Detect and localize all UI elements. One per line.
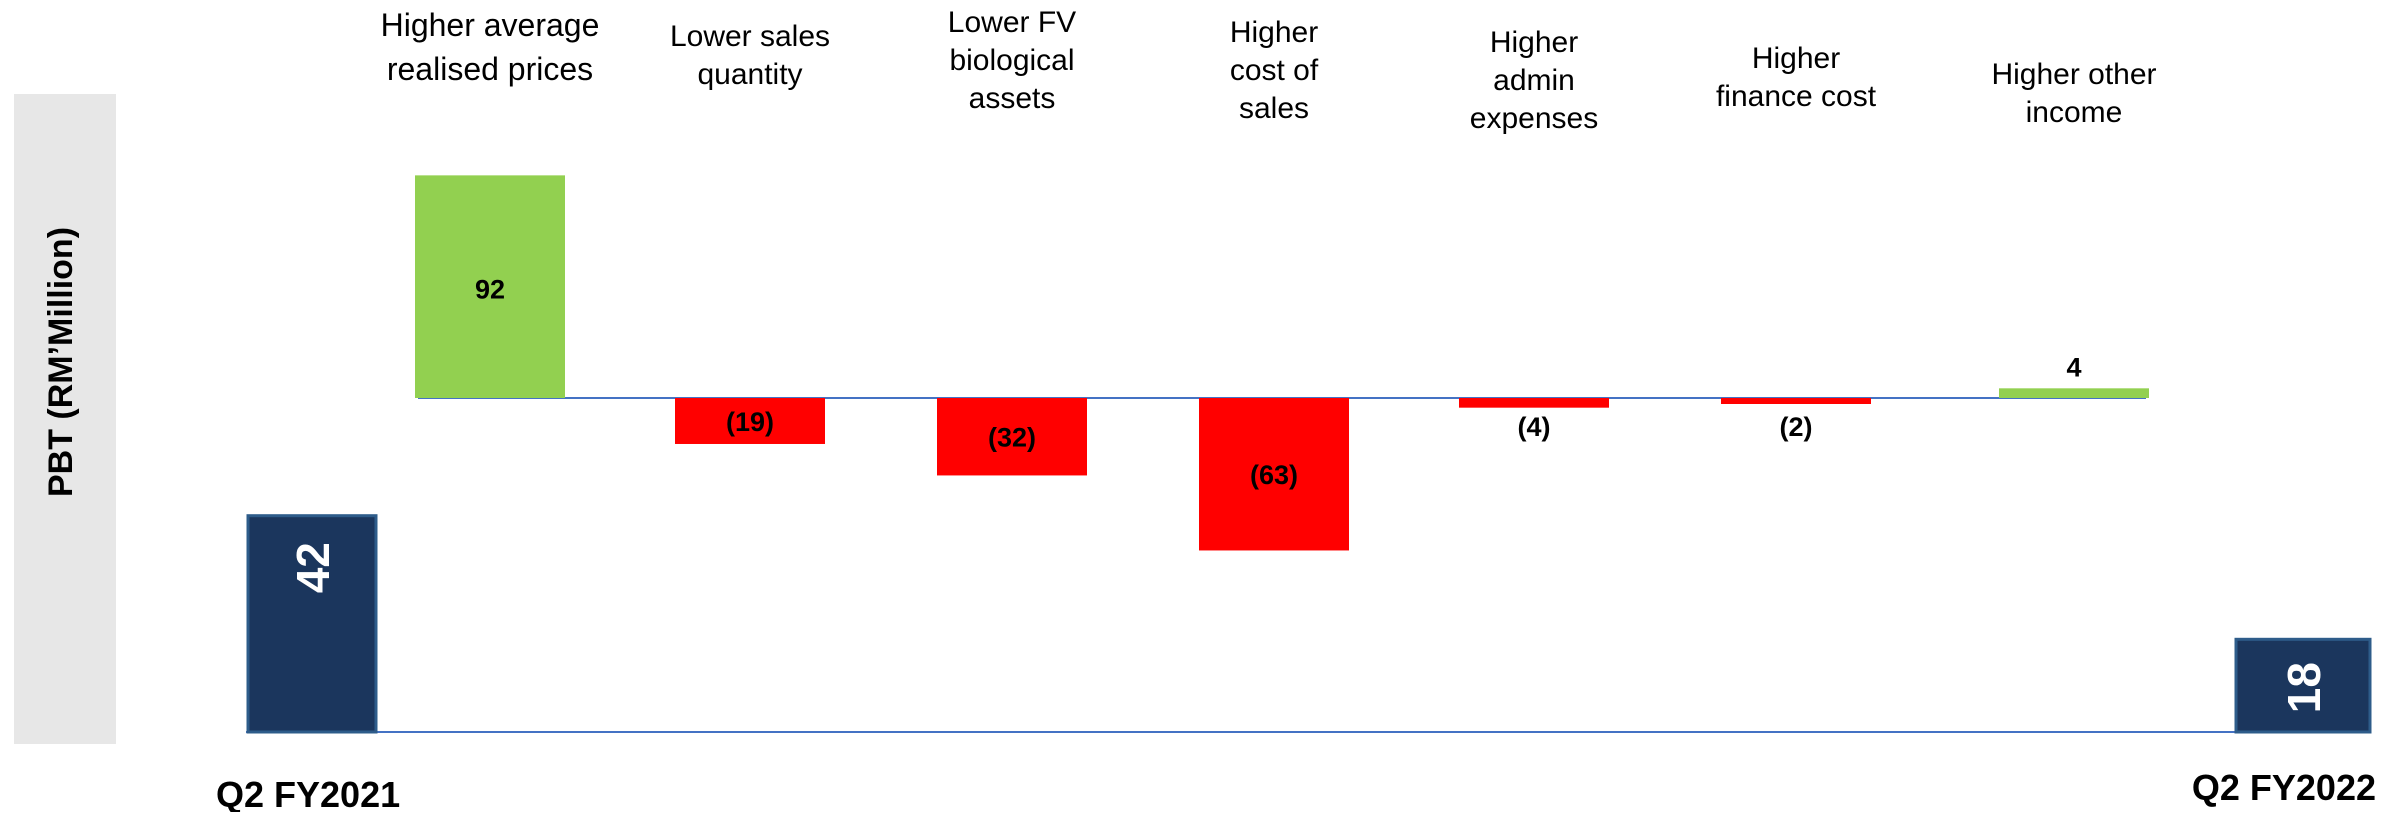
x-label-start: Q2 FY2021 bbox=[216, 774, 400, 812]
value-label-higher-admin-expenses: (4) bbox=[1518, 412, 1551, 442]
category-label-higher-other-income: Higher other income bbox=[1991, 58, 2156, 129]
value-label-higher-average-realised-prices: 92 bbox=[475, 275, 505, 305]
category-label-lower-fv-biological-assets: Lower FV biological assets bbox=[948, 6, 1076, 115]
bar-higher-admin-expenses bbox=[1459, 398, 1609, 408]
x-label-end: Q2 FY2022 bbox=[2192, 767, 2376, 808]
bar-higher-other-income bbox=[1999, 388, 2149, 398]
value-label-higher-finance-cost: (2) bbox=[1780, 412, 1813, 442]
ylabel-panel bbox=[14, 94, 116, 744]
y-axis-label: PBT (RM’Million) bbox=[42, 227, 80, 497]
category-label-higher-average-realised-prices: Higher average realised prices bbox=[381, 7, 600, 87]
value-label-end: 18 bbox=[2278, 662, 2330, 713]
value-label-lower-sales-quantity: (19) bbox=[726, 407, 774, 437]
value-label-start: 42 bbox=[287, 542, 339, 593]
category-label-lower-sales-quantity: Lower sales quantity bbox=[670, 20, 830, 91]
bar-higher-cost-of-sales bbox=[1199, 398, 1349, 551]
bar-lower-fv-biological-assets bbox=[937, 398, 1087, 476]
category-label-higher-cost-of-sales: Higher cost of sales bbox=[1230, 16, 1319, 125]
value-label-lower-fv-biological-assets: (32) bbox=[988, 423, 1036, 453]
value-label-higher-other-income: 4 bbox=[2066, 352, 2081, 382]
bar-lower-sales-quantity bbox=[675, 398, 825, 444]
bar-higher-finance-cost bbox=[1721, 398, 1871, 404]
value-label-higher-cost-of-sales: (63) bbox=[1250, 460, 1298, 490]
category-label-higher-admin-expenses: Higher admin expenses bbox=[1470, 26, 1598, 135]
bar-end-total bbox=[2234, 637, 2372, 734]
bar-start-total bbox=[246, 514, 378, 734]
category-label-higher-finance-cost: Higher finance cost bbox=[1716, 42, 1877, 113]
bar-higher-average-realised-prices bbox=[415, 175, 565, 398]
